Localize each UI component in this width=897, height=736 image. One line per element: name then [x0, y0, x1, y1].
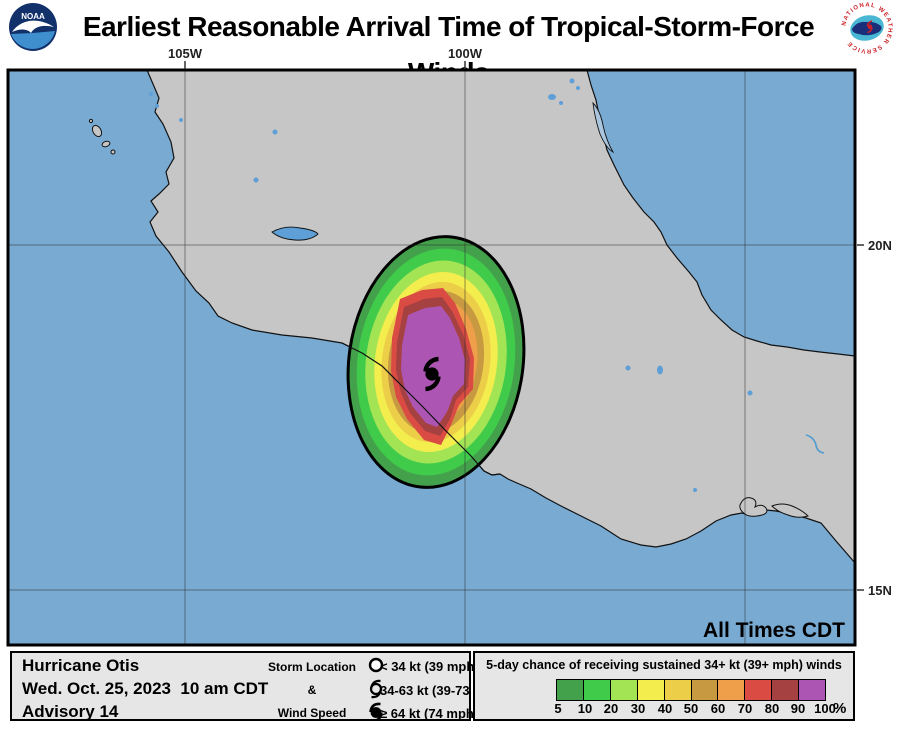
storm-info-box: Hurricane Otis Wed. Oct. 25, 2023 10 am … — [10, 651, 505, 721]
colorbar-cell — [691, 680, 719, 700]
colorbar-cell — [664, 680, 692, 700]
probability-legend-box: 5-day chance of receiving sustained 34+ … — [473, 651, 855, 721]
wind-cat-label-3: ≥ 64 kt (74 mph) — [380, 706, 479, 721]
coastal-lagoons — [739, 497, 809, 518]
noaa-logo-text: NOAA — [21, 12, 45, 21]
open-circle-icon — [368, 657, 384, 673]
colorbar-cell — [799, 680, 826, 700]
storm-advisory: Advisory 14 — [22, 702, 119, 721]
colorbar-tick: 40 — [657, 701, 673, 716]
wind-cat-label-1: < 34 kt (39 mph) — [380, 659, 479, 674]
colorbar-tick: 80 — [764, 701, 780, 716]
gridlines — [8, 70, 855, 645]
colorbar-tick: 50 — [683, 701, 699, 716]
probability-colorbar — [556, 679, 826, 701]
colorbar-cell — [637, 680, 665, 700]
axis-label-15n: 15N — [868, 583, 892, 598]
storm-symbols — [368, 657, 384, 721]
axis-ticks — [184, 61, 864, 591]
colorbar-tick: 10 — [577, 701, 593, 716]
colorbar-unit: % — [833, 700, 847, 717]
colorbar-cell — [583, 680, 611, 700]
symbol-legend-line2: & — [307, 683, 317, 697]
tropical-storm-icon — [369, 679, 383, 699]
hurricane-symbol — [423, 356, 441, 392]
symbol-legend-line1: Storm Location — [267, 660, 356, 674]
axis-label-20n: 20N — [868, 238, 892, 253]
band-90 — [401, 306, 465, 427]
river — [805, 434, 825, 454]
colorbar-cell — [772, 680, 800, 700]
axis-label-105w: 105W — [168, 46, 203, 61]
islands — [88, 118, 116, 155]
times-note: All Times CDT — [703, 619, 845, 642]
storm-datetime: Wed. Oct. 25, 2023 10 am CDT — [22, 679, 269, 698]
colorbar-cell — [610, 680, 638, 700]
colorbar-tick: 30 — [630, 701, 646, 716]
probability-legend-title: 5-day chance of receiving sustained 34+ … — [486, 658, 842, 672]
hurricane-icon — [369, 702, 383, 721]
noaa-logo-icon: NOAA — [9, 3, 57, 51]
coastline-overlay — [341, 342, 501, 476]
colorbar-cell — [718, 680, 746, 700]
colorbar-cell — [745, 680, 773, 700]
colorbar-cell — [557, 680, 584, 700]
colorbar-tick: 70 — [737, 701, 753, 716]
nws-logo-icon: NATIONAL WEATHER SERVICE — [840, 1, 894, 55]
colorbar-tick: 20 — [603, 701, 619, 716]
axis-label-100w: 100W — [448, 46, 483, 61]
colorbar-tick: 60 — [710, 701, 726, 716]
colorbar-tick: 5 — [554, 701, 562, 716]
symbol-legend-line3: Wind Speed — [277, 706, 347, 720]
colorbar-tick: 90 — [790, 701, 806, 716]
lakes — [149, 78, 753, 492]
lagoon-tamiahua — [592, 101, 615, 154]
map-frame — [6, 68, 857, 647]
colorbar-tick: 100 — [814, 701, 836, 716]
storm-name: Hurricane Otis — [22, 656, 140, 675]
